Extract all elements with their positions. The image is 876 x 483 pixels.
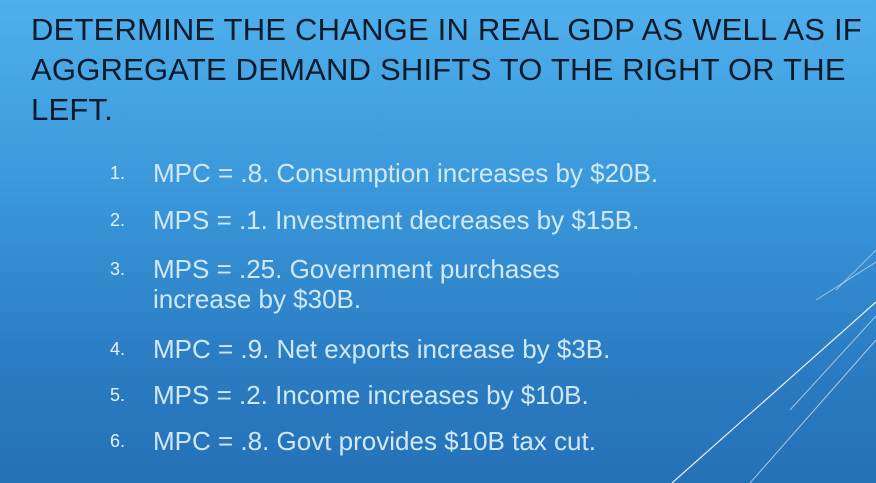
item-number: 5.	[110, 385, 126, 405]
item-number: 4.	[110, 339, 126, 359]
item-number: 2.	[110, 210, 126, 230]
item-number: 1.	[110, 163, 126, 183]
item-text: MPC = .9. Net exports increase by $3B.	[153, 334, 611, 364]
item-text: MPC = .8. Consumption increases by $20B.	[153, 158, 659, 188]
item-number: 3.	[110, 259, 126, 279]
item-number: 6.	[110, 431, 126, 451]
item-text: MPS = .25. Government purchases	[153, 254, 560, 284]
item-text-continued: increase by $30B.	[153, 284, 362, 314]
item-text: MPS = .2. Income increases by $10B.	[153, 380, 589, 410]
slide-title: DETERMINE THE CHANGE IN REAL GDP AS WELL…	[31, 12, 862, 127]
item-text: MPS = .1. Investment decreases by $15B.	[153, 205, 640, 235]
item-text: MPC = .8. Govt provides $10B tax cut.	[153, 426, 596, 456]
